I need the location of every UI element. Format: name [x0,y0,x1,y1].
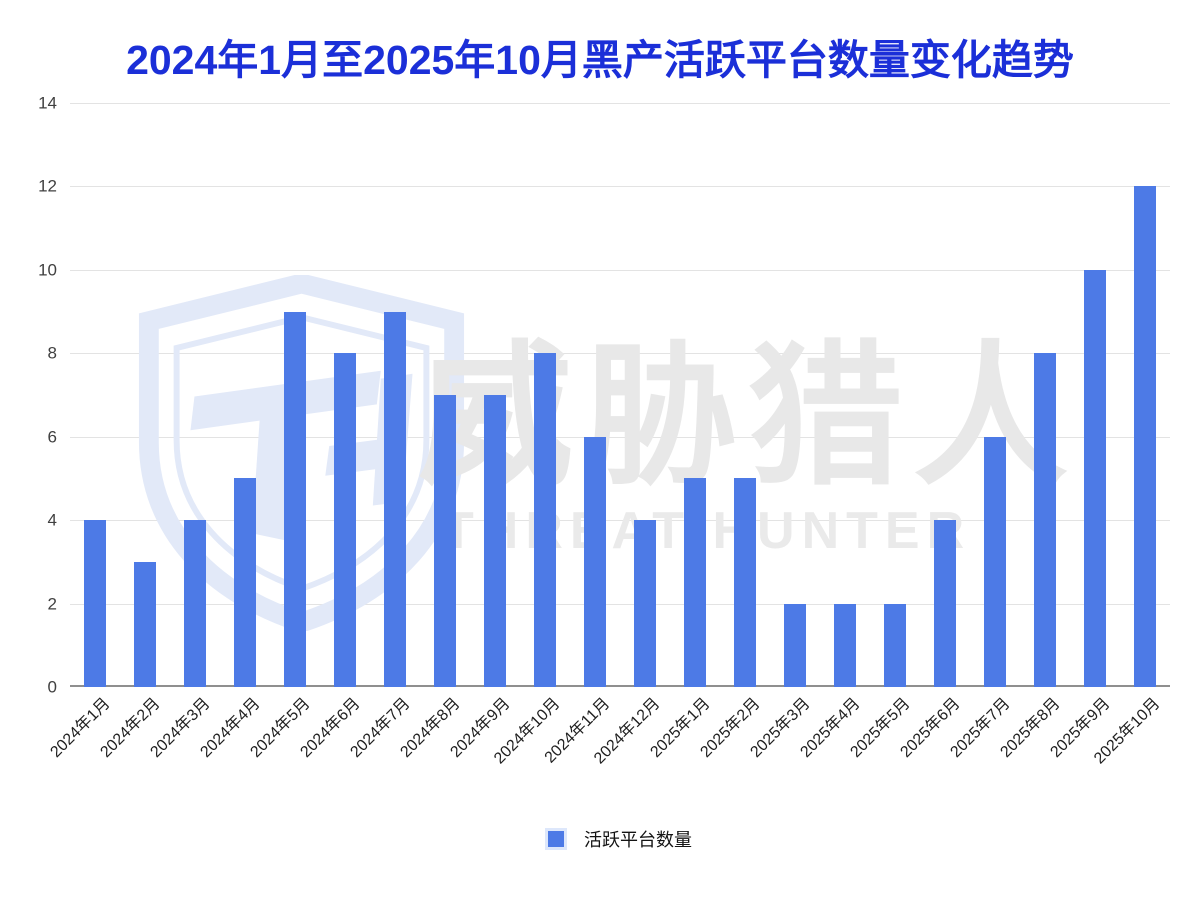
gridline-12 [70,186,1170,188]
y-tick-label: 8 [47,343,57,363]
bar-2024年2月 [134,561,156,687]
bar-2024年7月 [384,311,406,687]
bar-2025年9月 [1084,269,1106,687]
y-tick-label: 4 [47,510,57,530]
bar-2025年1月 [684,478,706,687]
legend-label: 活跃平台数量 [584,830,692,850]
watermark-en-text: THREAT HUNTER [442,502,972,560]
bar-2024年9月 [484,395,506,687]
y-tick-label: 14 [38,93,57,113]
y-tick-label: 2 [47,594,57,614]
bar-2024年3月 [184,520,206,687]
legend-swatch [548,831,564,847]
bar-2024年8月 [434,395,456,687]
y-tick-label: 6 [47,427,57,447]
bar-2025年3月 [784,603,806,687]
y-tick-label: 12 [38,176,57,196]
bar-2024年6月 [334,353,356,687]
bar-2025年7月 [984,436,1006,687]
bar-2024年11月 [584,436,606,687]
chart-title: 2024年1月至2025年10月黑产活跃平台数量变化趋势 [126,37,1074,83]
bar-2024年5月 [284,311,306,687]
x-axis-line [70,685,1170,687]
gridline-4 [70,520,1170,522]
watermark-cn-text: 威胁猎人 [418,330,1078,503]
gridline-10 [70,269,1170,271]
bar-2025年8月 [1034,353,1056,687]
gridline-2 [70,603,1170,605]
bar-2025年6月 [934,520,956,687]
legend: 活跃平台数量 [70,826,1170,852]
gridline-8 [70,353,1170,355]
gridline-6 [70,436,1170,438]
bar-2024年10月 [534,353,556,687]
gridline-14 [70,103,1170,104]
bar-2024年1月 [84,520,106,687]
bar-2024年12月 [634,520,656,687]
bar-2025年4月 [834,603,856,687]
bar-2025年2月 [734,478,756,687]
bar-2025年10月 [1134,186,1156,687]
y-tick-label: 0 [47,677,57,697]
plot-area: 威胁猎人 THREAT HUNTER 0 2 4 6 8 10 12 14 2024年1月 202… [38,95,1170,767]
y-tick-label: 10 [38,260,57,280]
bar-2025年5月 [884,603,906,687]
bar-2024年4月 [234,478,256,687]
